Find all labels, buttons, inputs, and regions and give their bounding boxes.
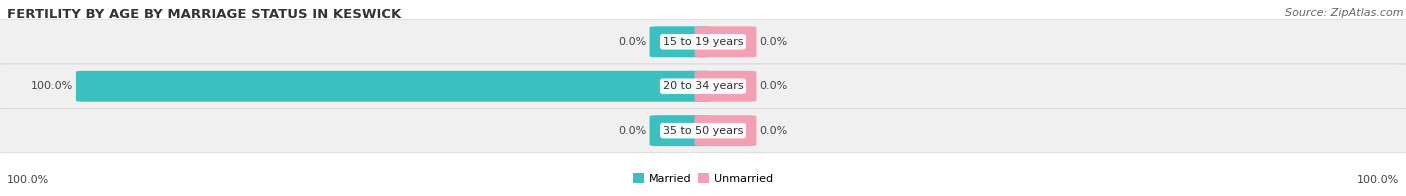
FancyBboxPatch shape xyxy=(0,64,1406,108)
Text: 100.0%: 100.0% xyxy=(31,81,73,91)
FancyBboxPatch shape xyxy=(695,115,756,146)
FancyBboxPatch shape xyxy=(650,26,711,57)
Text: 100.0%: 100.0% xyxy=(7,175,49,185)
Text: 0.0%: 0.0% xyxy=(619,126,647,136)
FancyBboxPatch shape xyxy=(695,71,756,102)
Text: 0.0%: 0.0% xyxy=(619,37,647,47)
Text: Source: ZipAtlas.com: Source: ZipAtlas.com xyxy=(1285,8,1403,18)
Text: 20 to 34 years: 20 to 34 years xyxy=(662,81,744,91)
FancyBboxPatch shape xyxy=(650,115,711,146)
Text: FERTILITY BY AGE BY MARRIAGE STATUS IN KESWICK: FERTILITY BY AGE BY MARRIAGE STATUS IN K… xyxy=(7,8,401,21)
Text: 0.0%: 0.0% xyxy=(759,37,787,47)
Legend: Married, Unmarried: Married, Unmarried xyxy=(628,169,778,189)
Text: 0.0%: 0.0% xyxy=(759,81,787,91)
FancyBboxPatch shape xyxy=(695,26,756,57)
Text: 35 to 50 years: 35 to 50 years xyxy=(662,126,744,136)
Text: 100.0%: 100.0% xyxy=(1357,175,1399,185)
Text: 0.0%: 0.0% xyxy=(759,126,787,136)
FancyBboxPatch shape xyxy=(0,108,1406,153)
Text: 15 to 19 years: 15 to 19 years xyxy=(662,37,744,47)
FancyBboxPatch shape xyxy=(76,71,711,102)
FancyBboxPatch shape xyxy=(0,20,1406,64)
